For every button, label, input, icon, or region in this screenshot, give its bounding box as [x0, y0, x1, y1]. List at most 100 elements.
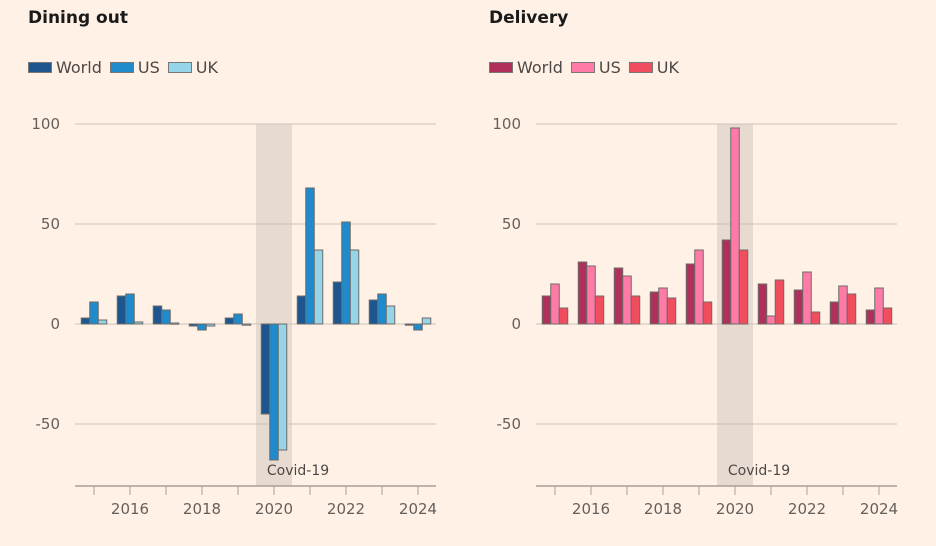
chart-panel-dining-out: 100 50 0 -50 2016 2018 2020 2022 2024 Covid-19 Di… [28, 8, 437, 518]
bar-world-2019 [224, 317, 235, 325]
bar-us-2015 [89, 301, 99, 325]
legend-swatch-uk [628, 62, 653, 73]
bar-us-2022 [802, 271, 812, 325]
y-tick-label: -50 [497, 415, 522, 433]
bar-world-2023 [829, 301, 840, 325]
legend-swatch-us [570, 62, 595, 73]
x-tick-label: 2018 [183, 500, 221, 518]
y-tick-label: 0 [50, 315, 60, 333]
legend-label: UK [195, 58, 218, 77]
bar-us-2016 [586, 265, 596, 325]
bar-world-2015 [541, 295, 552, 325]
legend-item-uk: UK [628, 58, 679, 77]
bar-us-2015 [550, 283, 560, 325]
y-tick-label: 50 [41, 215, 60, 233]
legend-label: US [137, 58, 160, 77]
bar-uk-2018 [205, 323, 216, 327]
bar-uk-2024 [882, 307, 893, 325]
legend-label: US [598, 58, 621, 77]
bar-world-2015 [80, 317, 91, 325]
x-tick-label: 2020 [255, 500, 293, 518]
y-tick-label: 100 [31, 115, 60, 133]
bar-world-2017 [152, 305, 163, 325]
bar-world-2024 [865, 309, 876, 325]
bar-world-2017 [613, 267, 624, 325]
bar-uk-2018 [666, 297, 677, 325]
bar-uk-2024 [421, 317, 432, 325]
bar-uk-2017 [630, 295, 641, 325]
legend-item-world: World [28, 58, 102, 77]
bar-world-2021 [757, 283, 768, 325]
y-tick-label: 50 [502, 215, 521, 233]
bar-uk-2020 [277, 323, 288, 451]
bar-uk-2017 [169, 322, 180, 325]
legend-swatch-world [28, 62, 52, 73]
bar-us-2024 [413, 323, 423, 331]
bar-us-2018 [197, 323, 207, 331]
legend-item-us: US [570, 58, 621, 77]
bar-world-2022 [332, 281, 343, 325]
bar-us-2023 [838, 285, 848, 325]
legend-label: UK [656, 58, 679, 77]
x-tick-label: 2016 [572, 500, 610, 518]
x-tick-label: 2018 [644, 500, 682, 518]
bar-uk-2015 [97, 319, 108, 325]
bar-uk-2016 [594, 295, 605, 325]
covid-annotation: Covid-19 [267, 463, 329, 479]
bar-us-2020 [269, 323, 279, 461]
bar-uk-2020 [738, 249, 749, 325]
bar-uk-2016 [133, 321, 144, 325]
chart-delivery: 100 50 0 -50 2016 2018 2020 2022 2024 Covid-19 [492, 115, 898, 518]
x-tick-label: 2022 [788, 500, 826, 518]
bar-uk-2015 [558, 307, 569, 325]
bar-world-2020 [260, 323, 271, 415]
bar-uk-2023 [385, 305, 396, 325]
bar-world-2018 [649, 291, 660, 325]
legend-swatch-us [109, 62, 134, 73]
x-tick-label: 2016 [111, 500, 149, 518]
chart-panel-delivery: 100 50 0 -50 2016 2018 2020 2022 2024 Covid-19 De… [461, 0, 929, 546]
bar-us-2017 [622, 275, 632, 325]
bar-us-2019 [694, 249, 704, 325]
bar-world-2018 [188, 323, 199, 327]
chart-title: Delivery [489, 8, 569, 28]
legend-swatch-uk [167, 62, 192, 73]
legend-item-uk: UK [167, 58, 218, 77]
bar-uk-2021 [774, 279, 785, 325]
bar-us-2022 [341, 221, 351, 325]
bar-us-2018 [658, 287, 668, 325]
bar-uk-2019 [241, 323, 252, 326]
x-tick-label: 2024 [399, 500, 437, 518]
x-tick-label: 2022 [327, 500, 365, 518]
bar-us-2021 [766, 315, 776, 325]
bar-us-2024 [874, 287, 884, 325]
bar-us-2020 [730, 127, 740, 325]
y-tick-label: -50 [36, 415, 61, 433]
bar-us-2023 [377, 293, 387, 325]
bar-world-2023 [368, 299, 379, 325]
bar-world-2024 [404, 323, 415, 326]
legend-label: World [517, 58, 563, 77]
bar-uk-2022 [810, 311, 821, 325]
bar-uk-2022 [349, 249, 360, 325]
bar-uk-2021 [313, 249, 324, 325]
chart-title: Dining out [28, 8, 128, 28]
chart-dining-out: 100 50 0 -50 2016 2018 2020 2022 2024 Covid-19 [31, 115, 437, 518]
legend-item-world: World [489, 58, 563, 77]
legend-label: World [56, 58, 102, 77]
bar-us-2019 [233, 313, 243, 325]
bar-world-2019 [685, 263, 696, 325]
bar-uk-2019 [702, 301, 713, 325]
y-tick-label: 100 [492, 115, 521, 133]
y-tick-label: 0 [511, 315, 521, 333]
bar-world-2022 [793, 289, 804, 325]
bar-world-2020 [721, 239, 732, 325]
bar-world-2016 [116, 295, 127, 325]
legend: World US UK [28, 58, 226, 77]
covid-annotation: Covid-19 [728, 463, 790, 479]
legend-swatch-world [489, 62, 513, 73]
x-tick-label: 2020 [716, 500, 754, 518]
legend: World US UK [489, 58, 687, 77]
bar-world-2021 [296, 295, 307, 325]
x-tick-label: 2024 [860, 500, 898, 518]
